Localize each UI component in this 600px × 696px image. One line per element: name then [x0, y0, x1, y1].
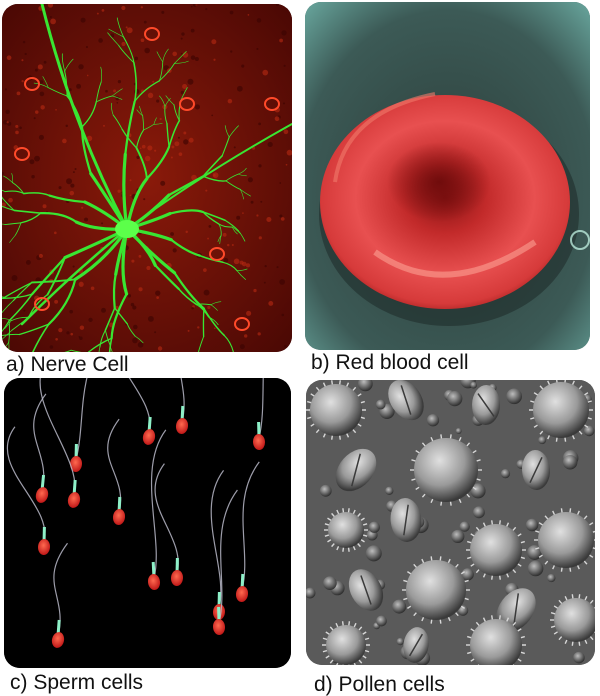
- caption-red-blood-cell: b) Red blood cell: [311, 352, 469, 373]
- sperm-cells-image: [4, 378, 291, 668]
- caption-nerve-cell: a) Nerve Cell: [6, 354, 129, 375]
- caption-pollen-cells: d) Pollen cells: [314, 674, 445, 695]
- red-blood-cell-image: [305, 2, 590, 350]
- nerve-cell-image: [2, 4, 292, 352]
- pollen-cells-image: [306, 380, 595, 665]
- caption-sperm-cells: c) Sperm cells: [10, 672, 143, 693]
